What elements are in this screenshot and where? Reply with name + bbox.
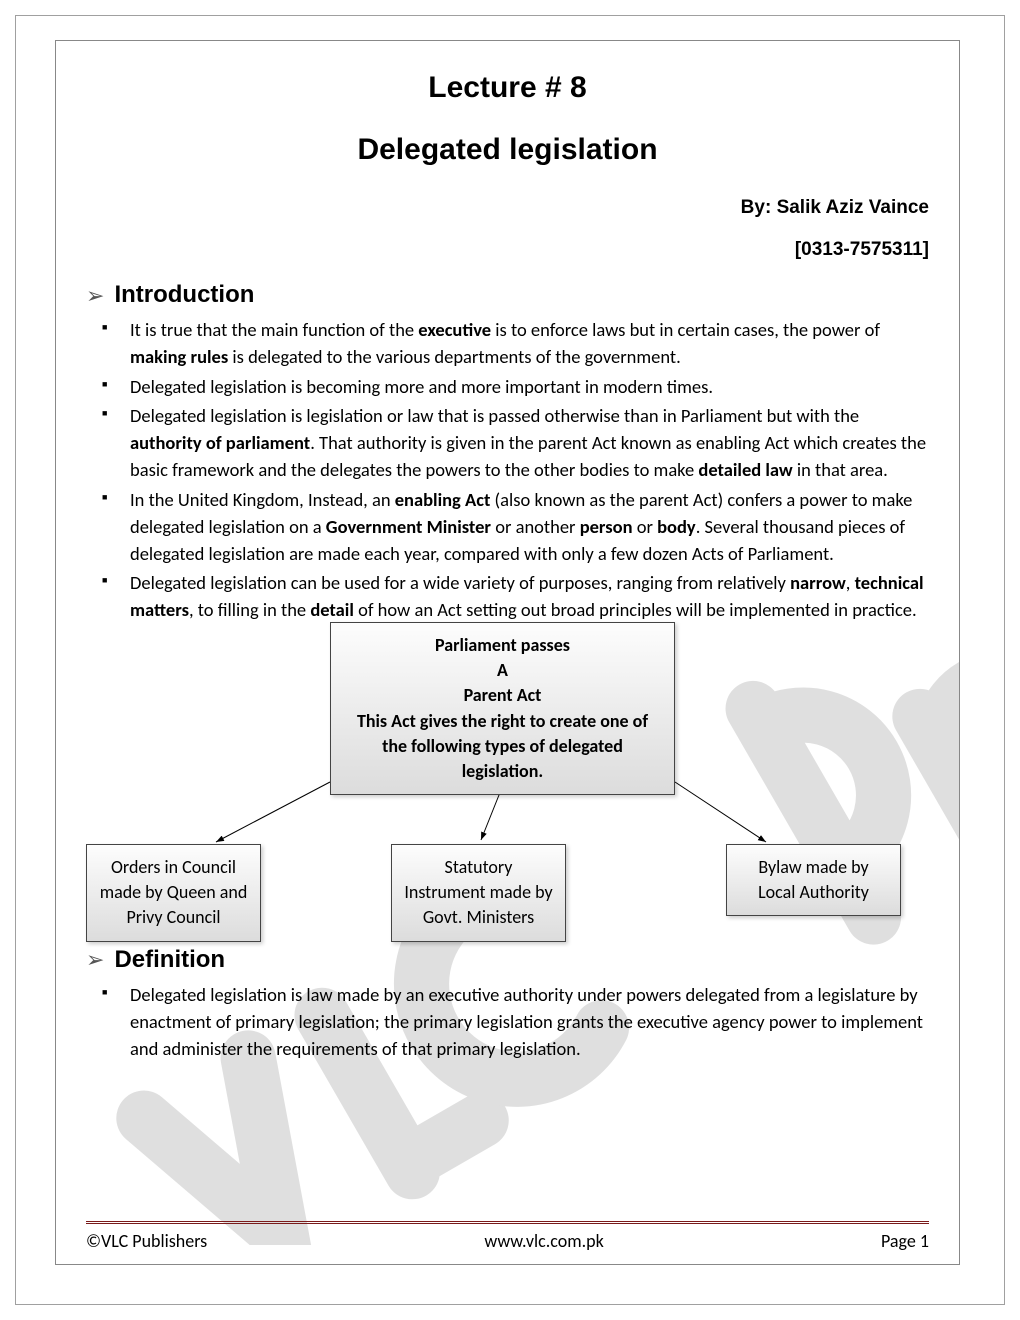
list-item: Delegated legislation is becoming more a… — [102, 374, 929, 401]
section-heading-label: Introduction — [114, 281, 254, 309]
definition-bullet-list: Delegated legislation is law made by an … — [102, 982, 929, 1062]
topic-title: Delegated legislation — [86, 133, 929, 167]
phone-line: [0313-7575311] — [86, 239, 929, 261]
triangle-bullet-icon: ➢ — [86, 282, 104, 309]
flowchart-top-box: Parliament passes A Parent Act This Act … — [330, 622, 675, 795]
list-item: In the United Kingdom, Instead, an enabl… — [102, 487, 929, 567]
page-content: Lecture # 8 Delegated legislation By: Sa… — [86, 71, 929, 1062]
section-introduction-heading: ➢ Introduction — [86, 281, 929, 309]
page-footer: ©VLC Publishers www.vlc.com.pk Page 1 — [86, 1221, 929, 1252]
page-inner-border: Lecture # 8 Delegated legislation By: Sa… — [55, 40, 960, 1265]
intro-bullet-list: It is true that the main function of the… — [102, 317, 929, 624]
flowchart-right-box: Bylaw made by Local Authority — [726, 844, 901, 916]
footer-page-number: Page 1 — [881, 1230, 929, 1252]
list-item: It is true that the main function of the… — [102, 317, 929, 371]
lecture-number: Lecture # 8 — [86, 71, 929, 105]
footer-publisher: ©VLC Publishers — [86, 1230, 207, 1252]
footer-website: www.vlc.com.pk — [484, 1230, 603, 1252]
list-item: Delegated legislation is legislation or … — [102, 403, 929, 483]
flowchart: Parliament passes A Parent Act This Act … — [86, 622, 929, 942]
triangle-bullet-icon: ➢ — [86, 946, 104, 973]
author-line: By: Salik Aziz Vaince — [86, 197, 929, 219]
flowchart-mid-box: Statutory Instrument made by Govt. Minis… — [391, 844, 566, 942]
flowchart-left-box: Orders in Council made by Queen and Priv… — [86, 844, 261, 942]
section-definition-heading: ➢ Definition — [86, 946, 929, 974]
section-heading-label: Definition — [114, 946, 225, 974]
list-item: Delegated legislation can be used for a … — [102, 570, 929, 624]
list-item: Delegated legislation is law made by an … — [102, 982, 929, 1062]
